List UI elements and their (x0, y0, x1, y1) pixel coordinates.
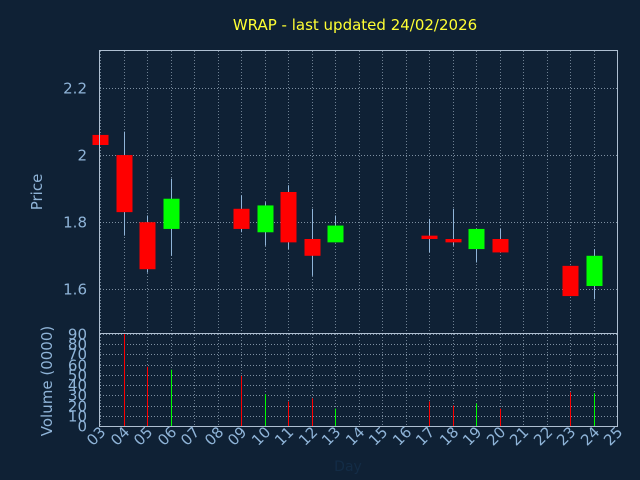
candle-body (116, 155, 133, 213)
candle-body (257, 205, 274, 233)
price-tick-label: 1.8 (63, 214, 87, 232)
candle-body (233, 208, 250, 229)
candle-body (586, 255, 603, 286)
volume-tick-label: 40 (68, 377, 87, 395)
candle-body (468, 228, 485, 250)
price-tick-label: 1.6 (63, 281, 87, 299)
volume-tick-label: 20 (68, 398, 87, 416)
x-axis-label-visible: Day (334, 459, 362, 475)
candle-body (280, 192, 297, 243)
candle-body (92, 134, 109, 145)
volume-tick-label: 80 (68, 336, 87, 354)
candle-body (421, 235, 438, 239)
volume-bars (124, 334, 595, 426)
price-tick-label: 2 (77, 147, 87, 165)
price-grid (100, 88, 617, 290)
candle-body (327, 225, 344, 243)
candle-body (139, 222, 156, 270)
candle-body (304, 239, 321, 256)
price-axis-label: Price (28, 174, 46, 211)
volume-tick-label: 0 (77, 418, 87, 436)
volume-tick-label: 10 (68, 408, 87, 426)
candles (92, 131, 603, 300)
volume-tick-label: 50 (68, 367, 87, 385)
chart-title: WRAP - last updated 24/02/2026 (233, 16, 477, 34)
candle-body (445, 239, 462, 243)
volume-panel-frame (99, 333, 618, 427)
price-tick-label: 2.2 (63, 80, 87, 98)
volume-tick-label: 90 (68, 326, 87, 344)
volume-axis-label: Volume (0000) (38, 326, 56, 436)
x-tick-labels: 0304050607080910111213141516171819202122… (83, 423, 626, 449)
volume-tick-label: 30 (68, 387, 87, 405)
volume-tick-label: 60 (68, 357, 87, 375)
price-tick-labels: 1.6 1.8 2 2.2 (63, 80, 87, 299)
candle-body (492, 239, 509, 253)
candle-body (163, 198, 180, 229)
volume-tick-label: 70 (68, 346, 87, 364)
candle-body (562, 265, 579, 297)
